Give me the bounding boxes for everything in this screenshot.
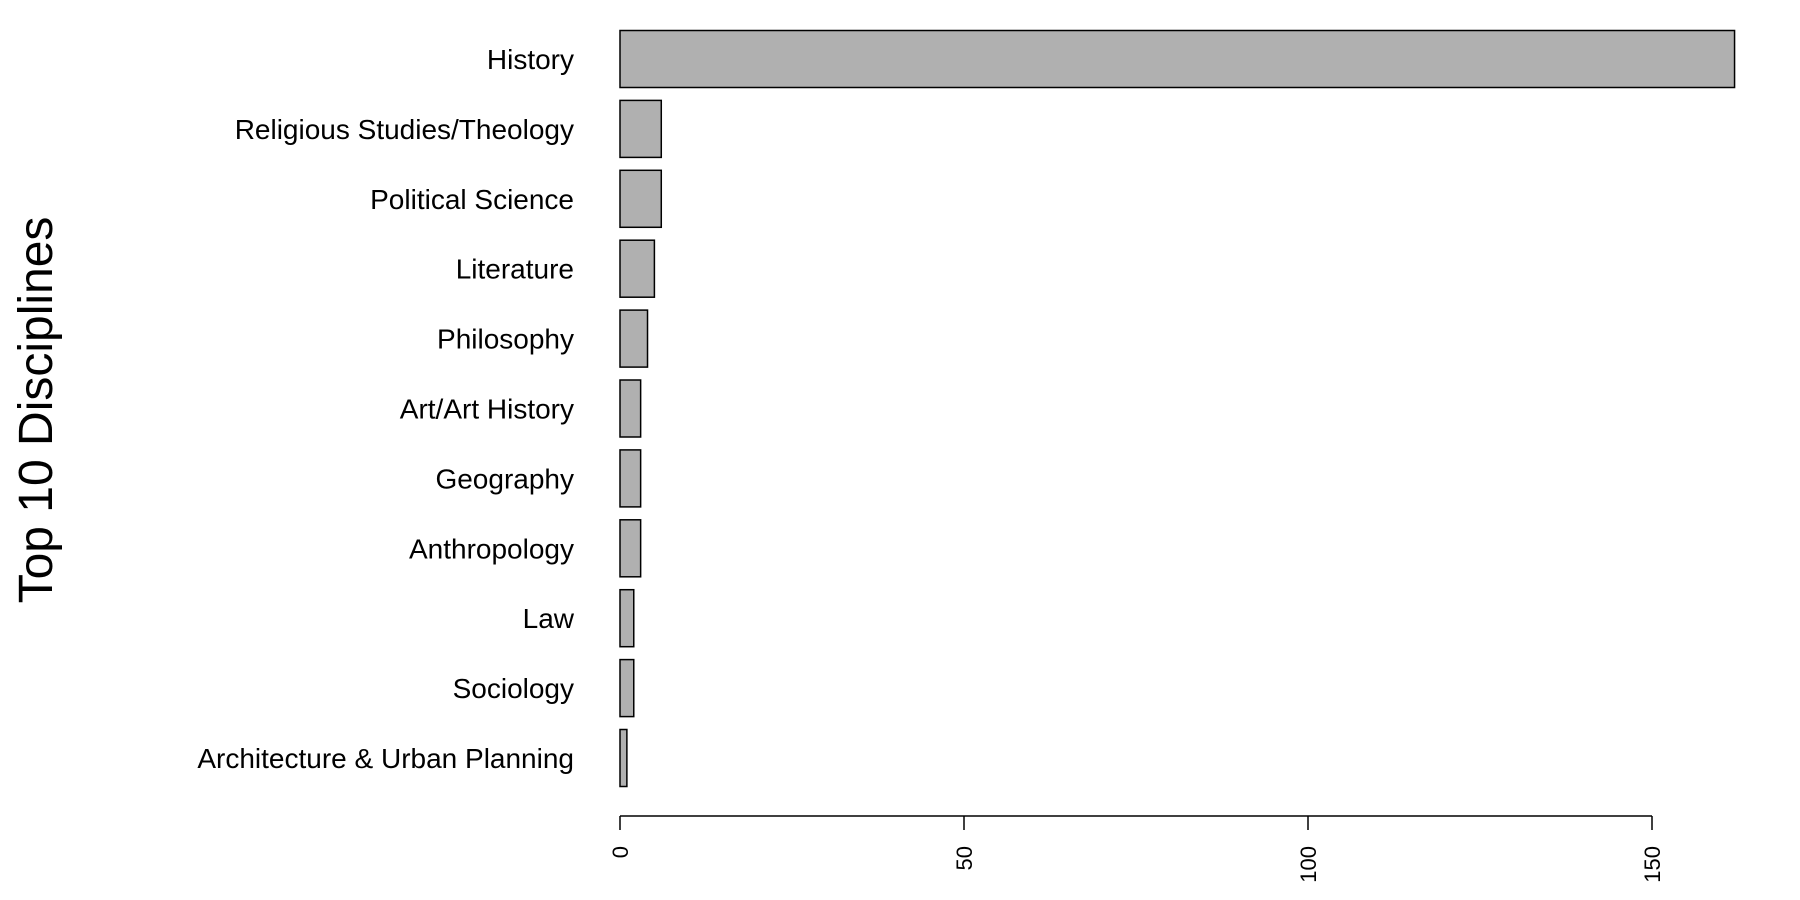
category-label-philosophy: Philosophy	[437, 324, 574, 355]
bar-political-science	[619, 169, 663, 229]
category-labels-group: History Religious Studies/Theology Politic…	[197, 44, 574, 774]
category-label-geography: Geography	[435, 463, 574, 494]
bar-religious-studies-theology	[619, 99, 663, 159]
x-tick-label-150: 150	[1640, 846, 1665, 883]
bar-anthropology	[619, 519, 642, 578]
category-label-religious-studies-theology: Religious Studies/Theology	[235, 114, 574, 145]
bar-geography	[619, 449, 642, 508]
category-label-architecture-urban-planning: Architecture & Urban Planning	[197, 743, 574, 774]
bar-architecture-urban-planning	[619, 728, 628, 788]
x-tick-label-100: 100	[1296, 846, 1321, 883]
y-axis-label: Top 10 Disciplines	[10, 217, 63, 604]
category-label-law: Law	[523, 603, 575, 634]
bar-philosophy	[619, 309, 649, 368]
category-label-anthropology: Anthropology	[409, 533, 574, 564]
bars-group	[619, 29, 1736, 788]
category-label-literature: Literature	[456, 254, 574, 285]
category-label-history: History	[487, 44, 574, 75]
category-label-sociology: Sociology	[453, 673, 574, 704]
bar-literature	[619, 239, 656, 298]
category-label-art-art-history: Art/Art History	[400, 394, 574, 425]
category-label-political-science: Political Science	[370, 184, 574, 215]
bar-art-art-history	[619, 379, 642, 438]
bar-history	[619, 29, 1736, 89]
bar-sociology	[619, 658, 635, 718]
x-tick-label-50: 50	[952, 846, 977, 870]
bar-law	[619, 588, 635, 648]
x-axis: 0 50 100 150	[608, 815, 1665, 883]
x-tick-label-0: 0	[608, 846, 633, 858]
